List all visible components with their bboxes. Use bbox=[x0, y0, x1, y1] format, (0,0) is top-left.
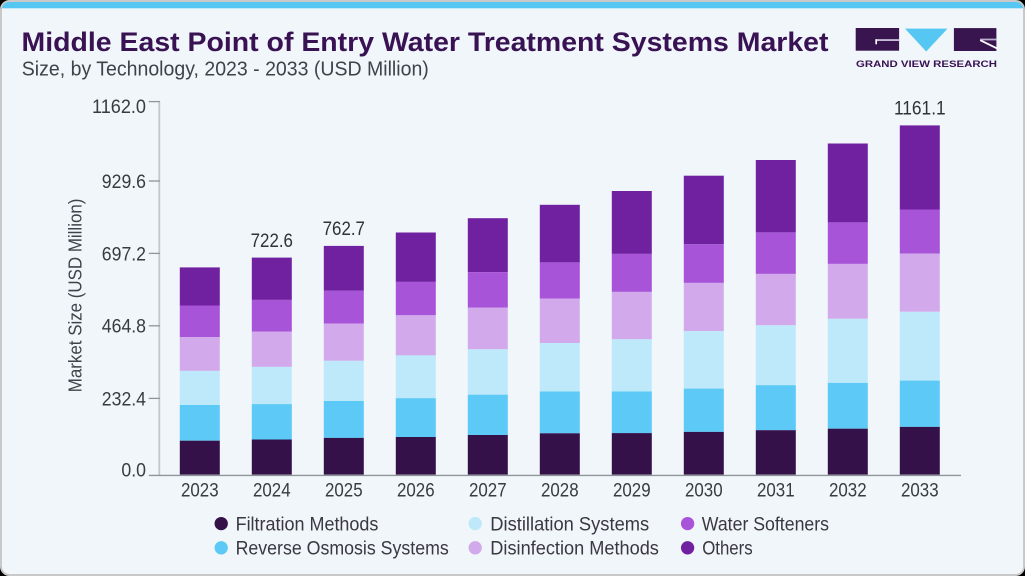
svg-text:2031: 2031 bbox=[757, 480, 795, 501]
svg-text:0.0: 0.0 bbox=[121, 461, 146, 482]
svg-text:2023: 2023 bbox=[181, 480, 219, 501]
svg-text:1162.0: 1162.0 bbox=[92, 97, 146, 118]
svg-text:232.4: 232.4 bbox=[102, 389, 147, 410]
svg-text:Others: Others bbox=[702, 537, 753, 559]
svg-text:2024: 2024 bbox=[253, 480, 291, 501]
svg-text:Disinfection Methods: Disinfection Methods bbox=[490, 537, 659, 559]
svg-text:697.2: 697.2 bbox=[102, 244, 146, 265]
svg-text:Reverse Osmosis Systems: Reverse Osmosis Systems bbox=[236, 537, 449, 559]
svg-text:Middle East Point of Entry Wat: Middle East Point of Entry Water Treatme… bbox=[22, 27, 829, 57]
svg-text:Distillation Systems: Distillation Systems bbox=[490, 513, 649, 535]
svg-text:2027: 2027 bbox=[469, 480, 507, 501]
svg-text:Size, by Technology, 2023 - 20: Size, by Technology, 2023 - 2033 (USD Mi… bbox=[22, 58, 429, 80]
svg-text:2033: 2033 bbox=[901, 480, 939, 501]
svg-text:2032: 2032 bbox=[829, 480, 867, 501]
svg-text:2028: 2028 bbox=[541, 480, 579, 501]
svg-text:Market Size (USD Million): Market Size (USD Million) bbox=[64, 199, 85, 393]
svg-text:464.8: 464.8 bbox=[102, 317, 146, 338]
svg-text:GRAND VIEW RESEARCH: GRAND VIEW RESEARCH bbox=[856, 59, 997, 70]
svg-text:722.6: 722.6 bbox=[251, 231, 293, 252]
svg-text:Water Softeners: Water Softeners bbox=[702, 513, 829, 535]
svg-text:2030: 2030 bbox=[685, 480, 723, 501]
svg-text:2026: 2026 bbox=[397, 480, 435, 501]
svg-text:2029: 2029 bbox=[613, 480, 651, 501]
svg-text:1161.1: 1161.1 bbox=[894, 99, 946, 120]
svg-text:929.6: 929.6 bbox=[102, 172, 146, 193]
svg-text:2025: 2025 bbox=[325, 480, 363, 501]
svg-text:762.7: 762.7 bbox=[323, 219, 365, 240]
svg-text:Filtration Methods: Filtration Methods bbox=[236, 513, 379, 535]
